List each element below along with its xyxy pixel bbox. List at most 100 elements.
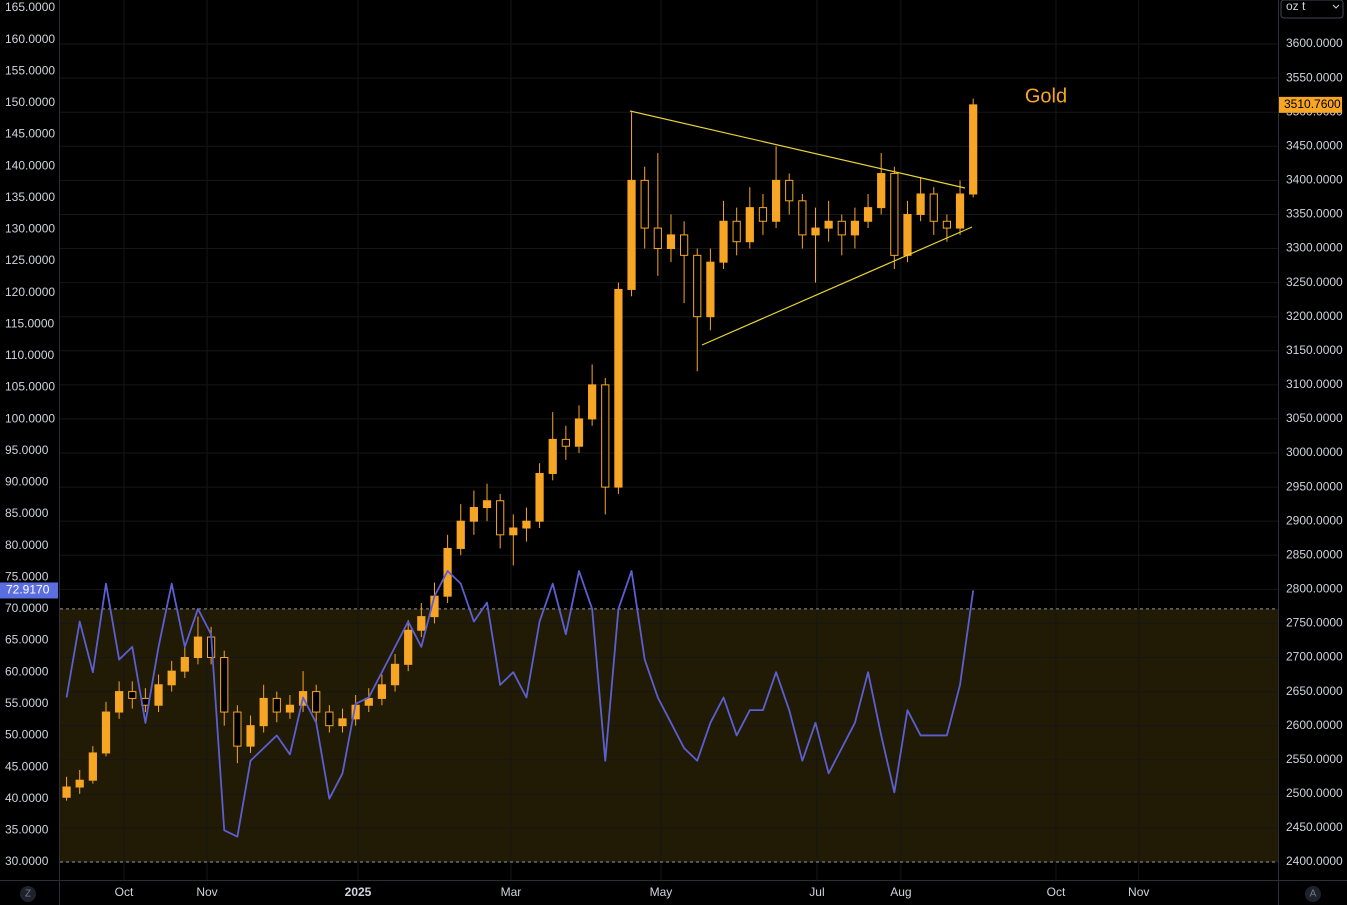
y2-tick-label: 3450.0000	[1286, 138, 1343, 152]
y2-tick-label: 2900.0000	[1286, 513, 1343, 527]
candle-body	[456, 520, 465, 549]
trendline	[701, 226, 973, 346]
button[interactable]	[20, 886, 36, 902]
y2-tick-label: 2650.0000	[1286, 684, 1343, 698]
last-value-tag	[0, 582, 58, 599]
candle-body	[535, 472, 544, 522]
y2-tick-label: 2500.0000	[1286, 786, 1343, 800]
y2-tick-label: 3150.0000	[1286, 343, 1343, 357]
y-tick-label: 130.0000	[5, 222, 55, 236]
candle-body	[706, 261, 715, 318]
y2-tick-label: 3000.0000	[1286, 445, 1343, 459]
annotation: Gold	[1025, 85, 1067, 107]
y-tick-label: 100.0000	[5, 411, 55, 425]
grid	[60, 0, 1278, 880]
y-tick-label: 135.0000	[5, 190, 55, 204]
y2-tick-label: 2600.0000	[1286, 718, 1343, 732]
candle-body	[259, 697, 268, 727]
y-tick-label: 75.0000	[5, 569, 49, 583]
candle-body	[837, 220, 846, 236]
candle-body	[128, 691, 137, 699]
candle-body	[771, 179, 781, 222]
left-axis-panel	[0, 0, 59, 880]
candle-body	[496, 500, 505, 536]
x-tick-label: Oct	[115, 885, 134, 899]
candle-body	[561, 438, 570, 447]
last-price-label: 3510.7600	[1284, 97, 1341, 111]
candle-body	[666, 234, 676, 250]
candle-body	[101, 711, 111, 754]
y-tick-label: 45.0000	[5, 759, 49, 773]
candle-body	[404, 629, 413, 665]
y-tick-label: 70.0000	[5, 601, 49, 615]
candle-body	[601, 384, 610, 488]
candle-body	[482, 500, 492, 509]
last-price-tag	[1279, 96, 1342, 113]
y-tick-label: 150.0000	[5, 95, 55, 109]
x-tick-label: 2025	[345, 885, 372, 899]
y-tick-label: 40.0000	[5, 791, 49, 805]
candle-body	[548, 438, 557, 474]
candle-body	[653, 227, 662, 250]
candle-body	[312, 691, 321, 713]
y-tick-label: 145.0000	[5, 127, 55, 141]
y-tick-label: 65.0000	[5, 633, 49, 647]
candle-body	[824, 220, 833, 229]
y2-tick-label: 3600.0000	[1286, 36, 1343, 50]
candle-body	[285, 704, 295, 713]
y-tick-label: 110.0000	[5, 348, 54, 362]
plot-area	[62, 98, 978, 838]
candle-body	[850, 220, 860, 236]
x-tick-label: Mar	[501, 885, 522, 899]
candle-body	[798, 200, 807, 236]
candle-body	[863, 207, 873, 222]
y-tick-label: 35.0000	[5, 823, 49, 837]
candle-body	[693, 254, 702, 318]
y-tick-label: 120.0000	[5, 285, 55, 299]
candle-body	[640, 179, 649, 229]
y2-tick-label: 2850.0000	[1286, 547, 1343, 561]
candle-body	[811, 227, 820, 236]
x-tick-label: Jul	[809, 885, 824, 899]
y2-tick-label: 3350.0000	[1286, 207, 1343, 221]
button[interactable]	[1305, 886, 1321, 902]
y-tick-label: 55.0000	[5, 696, 49, 710]
x-tick-label: May	[650, 885, 673, 899]
candle-body	[679, 234, 689, 256]
y-tick-label: 90.0000	[5, 475, 49, 489]
y2-tick-label: 2700.0000	[1286, 650, 1343, 664]
y-tick-label: 115.0000	[5, 316, 54, 330]
candle-body	[338, 718, 347, 727]
y-tick-label: 60.0000	[5, 664, 49, 678]
unit-dropdown[interactable]	[1280, 0, 1344, 19]
y-tick-label: 125.0000	[5, 253, 55, 267]
candle-body	[193, 636, 203, 659]
dropdown-arrow	[1332, 4, 1340, 9]
x-tick-label: Nov	[1128, 885, 1149, 899]
candle-body	[154, 684, 163, 706]
trendline	[629, 110, 966, 189]
candle-body	[758, 207, 768, 222]
candle-body	[719, 220, 728, 263]
candle-body	[903, 213, 912, 256]
candle-body	[942, 220, 952, 229]
candle-body	[614, 288, 623, 488]
candle-body	[574, 418, 584, 447]
y2-tick-label: 3400.0000	[1286, 173, 1343, 187]
candle-body	[325, 711, 334, 727]
button-label: A	[1310, 889, 1317, 900]
y-tick-label: 165.0000	[5, 0, 55, 14]
y-tick-label: 85.0000	[5, 506, 49, 520]
y2-tick-label: 3550.0000	[1286, 70, 1343, 84]
candle-body	[167, 670, 176, 686]
candle-body	[732, 220, 741, 243]
button-label: Z	[25, 889, 31, 900]
candle-body	[745, 207, 754, 243]
x-tick-label: Nov	[196, 885, 217, 899]
y-tick-label: 160.0000	[5, 32, 55, 46]
band	[60, 608, 1278, 862]
candle-body	[75, 779, 84, 788]
y2-tick-label: 2550.0000	[1286, 752, 1343, 766]
